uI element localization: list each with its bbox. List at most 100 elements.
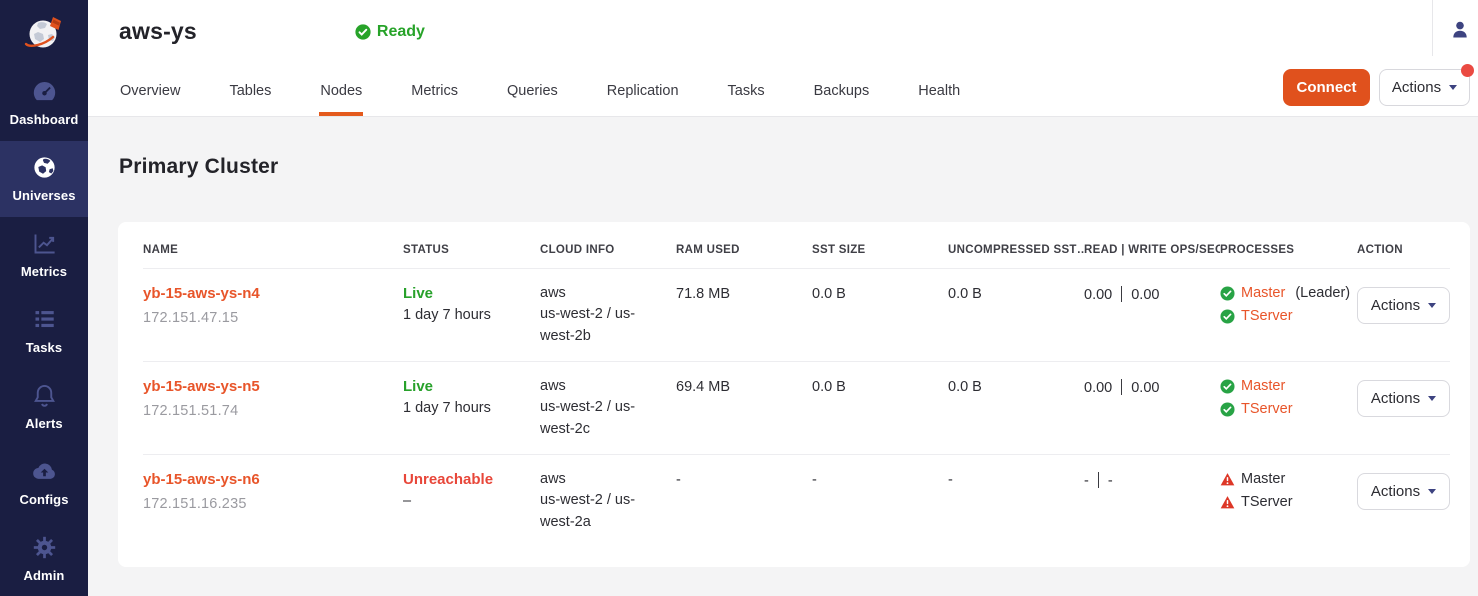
col-ram-used: RAM USED: [676, 244, 740, 256]
universe-actions-button[interactable]: Actions: [1379, 64, 1474, 106]
node-uptime: 1 day 7 hours: [403, 400, 491, 416]
col-uncompressed-sst: UNCOMPRESSED SST…: [948, 244, 1084, 256]
warning-triangle-icon: [1220, 495, 1235, 508]
sidebar-item-label: Universes: [12, 188, 76, 204]
nodes-table-card: NAME STATUS CLOUD INFO RAM USED SST SIZE…: [118, 222, 1470, 567]
ops-separator: [1097, 472, 1099, 488]
process-master: Master: [1220, 471, 1357, 487]
notification-dot: [1461, 64, 1474, 77]
node-name-link[interactable]: yb-15-aws-ys-n5: [143, 378, 260, 395]
leader-suffix: (Leader): [1295, 285, 1351, 301]
tab-tables[interactable]: Tables: [229, 83, 272, 99]
gauge-icon: [33, 82, 55, 101]
col-status: STATUS: [403, 244, 450, 256]
node-status: Unreachable: [403, 471, 494, 488]
table-row: yb-15-aws-ys-n5 172.151.51.74 Live 1 day…: [143, 361, 1450, 454]
node-actions-button[interactable]: Actions: [1357, 287, 1450, 324]
chevron-down-icon: [1428, 303, 1437, 308]
node-uptime: –: [403, 493, 412, 509]
universe-tabs: Overview Tables Nodes Metrics Queries Re…: [119, 73, 961, 116]
node-status: Live: [403, 378, 434, 395]
process-master: Master (Leader): [1220, 285, 1357, 301]
process-tserver: TServer: [1220, 308, 1357, 324]
node-actions-button[interactable]: Actions: [1357, 380, 1450, 417]
bell-icon: [33, 384, 55, 407]
sidebar-item-label: Configs: [19, 491, 69, 507]
table-row: yb-15-aws-ys-n4 172.151.47.15 Live 1 day…: [143, 268, 1450, 361]
node-ram: 69.4 MB: [676, 379, 730, 395]
section-title: Primary Cluster: [119, 155, 279, 178]
check-circle-icon: [1220, 285, 1235, 301]
node-read-write-ops: --: [1084, 472, 1113, 489]
node-uptime: 1 day 7 hours: [403, 307, 491, 323]
tab-replication[interactable]: Replication: [606, 83, 679, 99]
node-ram: -: [676, 472, 681, 488]
sidebar-item-configs[interactable]: Configs: [0, 444, 88, 520]
tab-nodes[interactable]: Nodes: [319, 73, 364, 116]
process-tserver: TServer: [1220, 401, 1357, 417]
node-region: us-west-2 / us-west-2a: [540, 492, 636, 530]
sidebar-item-alerts[interactable]: Alerts: [0, 368, 88, 444]
tab-tasks[interactable]: Tasks: [727, 83, 765, 99]
warning-triangle-icon: [1220, 472, 1235, 485]
globe-icon: [33, 157, 55, 178]
node-cloud: aws: [540, 285, 566, 301]
ops-separator: [1121, 379, 1123, 395]
node-cloud: aws: [540, 471, 566, 487]
connect-button[interactable]: Connect: [1283, 69, 1370, 106]
col-read-write-ops: READ | WRITE OPS/SEC: [1084, 244, 1220, 256]
tab-metrics[interactable]: Metrics: [411, 83, 459, 99]
universe-actions-label: Actions: [1391, 79, 1442, 96]
node-actions-button[interactable]: Actions: [1357, 473, 1450, 510]
sidebar-item-universes[interactable]: Universes: [0, 140, 88, 217]
gear-icon: [33, 536, 55, 558]
node-read-write-ops: 0.00 0.00: [1084, 286, 1160, 303]
process-tserver: TServer: [1220, 494, 1357, 510]
col-processes: PROCESSES: [1220, 244, 1295, 256]
node-status: Live: [403, 285, 434, 302]
chart-icon: [34, 234, 55, 254]
universe-title: aws-ys: [119, 18, 197, 44]
ops-separator: [1121, 286, 1123, 302]
check-circle-icon: [355, 23, 371, 40]
node-sst: -: [812, 472, 817, 488]
chevron-down-icon: [1428, 396, 1437, 401]
sidebar-item-label: Admin: [23, 567, 65, 583]
sidebar-item-dashboard[interactable]: Dashboard: [0, 65, 88, 141]
tab-health[interactable]: Health: [918, 83, 961, 99]
node-sst: 0.0 B: [812, 286, 846, 302]
col-name: NAME: [143, 244, 179, 256]
sidebar-item-label: Metrics: [20, 264, 68, 280]
node-ram: 71.8 MB: [676, 286, 730, 302]
node-cloud: aws: [540, 378, 566, 394]
col-sst-size: SST SIZE: [812, 244, 866, 256]
status-badge: Ready: [355, 23, 425, 41]
node-name-link[interactable]: yb-15-aws-ys-n4: [143, 285, 260, 302]
node-region: us-west-2 / us-west-2b: [540, 306, 636, 344]
node-sst: 0.0 B: [812, 379, 846, 395]
status-badge-label: Ready: [376, 22, 425, 40]
chevron-down-icon: [1449, 85, 1458, 90]
sidebar-item-label: Dashboard: [9, 112, 79, 128]
chevron-down-icon: [1428, 489, 1437, 494]
nodes-content: Primary Cluster NAME STATUS CLOUD INFO R…: [88, 117, 1478, 596]
process-master: Master: [1220, 378, 1357, 394]
tab-overview[interactable]: Overview: [120, 83, 181, 99]
universe-header: aws-ys Ready Overview Tables Nodes Metri…: [88, 0, 1478, 117]
node-name-link[interactable]: yb-15-aws-ys-n6: [143, 471, 260, 488]
tab-backups[interactable]: Backups: [813, 83, 870, 99]
node-ip: 172.151.51.74: [143, 403, 239, 419]
table-row: yb-15-aws-ys-n6 172.151.16.235 Unreachab…: [143, 454, 1450, 547]
user-profile-icon[interactable]: [1448, 18, 1472, 42]
sidebar-item-metrics[interactable]: Metrics: [0, 217, 88, 293]
app-logo[interactable]: [0, 0, 88, 65]
header-divider: [1432, 0, 1433, 56]
node-region: us-west-2 / us-west-2c: [540, 399, 636, 437]
check-circle-icon: [1220, 308, 1235, 324]
sidebar-item-admin[interactable]: Admin: [0, 520, 88, 596]
node-uncompressed-sst: 0.0 B: [948, 286, 982, 302]
node-uncompressed-sst: -: [948, 472, 953, 488]
tab-queries[interactable]: Queries: [507, 83, 558, 99]
sidebar-item-tasks[interactable]: Tasks: [0, 293, 88, 369]
list-icon: [35, 311, 54, 328]
